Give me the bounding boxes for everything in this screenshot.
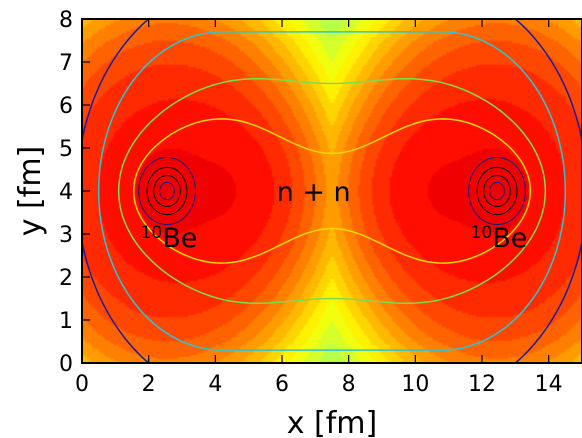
x-tick-label: 4 [208, 372, 222, 397]
contour-inner-green [117, 77, 547, 305]
x-tick-label: 6 [275, 372, 289, 397]
y-tick-label: 6 [59, 94, 73, 119]
x-axis: 0 2 4 6 8 10 12 14 [75, 19, 563, 397]
y-axis: 0 1 2 3 4 5 6 7 8 [59, 8, 90, 377]
y-tick-label: 5 [59, 137, 73, 162]
cluster-1-core-ring-2 [146, 166, 188, 216]
x-tick-label: 2 [142, 372, 156, 397]
x-axis-label: x [fm] [287, 406, 377, 438]
cluster-2-core-ring-4 [489, 181, 505, 201]
cluster-1-core-ring-4 [159, 181, 175, 201]
x-tick-label: 12 [468, 372, 496, 397]
plot-area [82, 19, 582, 363]
y-tick-label: 1 [59, 309, 73, 334]
y-tick-label: 4 [59, 180, 73, 205]
contour-mid [97, 31, 567, 351]
cluster-2-core-ring-1 [468, 156, 526, 226]
center-annotation: n + n [277, 177, 351, 208]
x-tick-label: 14 [535, 372, 563, 397]
contour-lines [82, 19, 582, 363]
y-tick-label: 7 [59, 51, 73, 76]
y-tick-label: 2 [59, 266, 73, 291]
x-tick-label: 10 [401, 372, 429, 397]
cluster-1-core-ring-1 [138, 156, 196, 226]
contour-outer [82, 19, 582, 363]
contour-inner-yellow [132, 118, 532, 264]
x-tick-label: 0 [75, 372, 89, 397]
cluster-2-core-ring-2 [476, 166, 518, 216]
cluster-1-core-ring-3 [153, 175, 181, 207]
y-tick-label: 0 [59, 352, 73, 377]
cluster-2-core-ring-3 [483, 175, 511, 207]
y-axis-label: y [fm] [13, 146, 48, 236]
density-heatmap [82, 19, 582, 363]
annotations: 10Be 10Be n + n [141, 177, 528, 254]
y-tick-label: 8 [59, 8, 73, 33]
cluster-2-label: 10Be [471, 223, 528, 254]
y-tick-label: 3 [59, 223, 73, 248]
x-tick-label: 8 [342, 372, 356, 397]
cluster-1-label: 10Be [141, 223, 198, 254]
